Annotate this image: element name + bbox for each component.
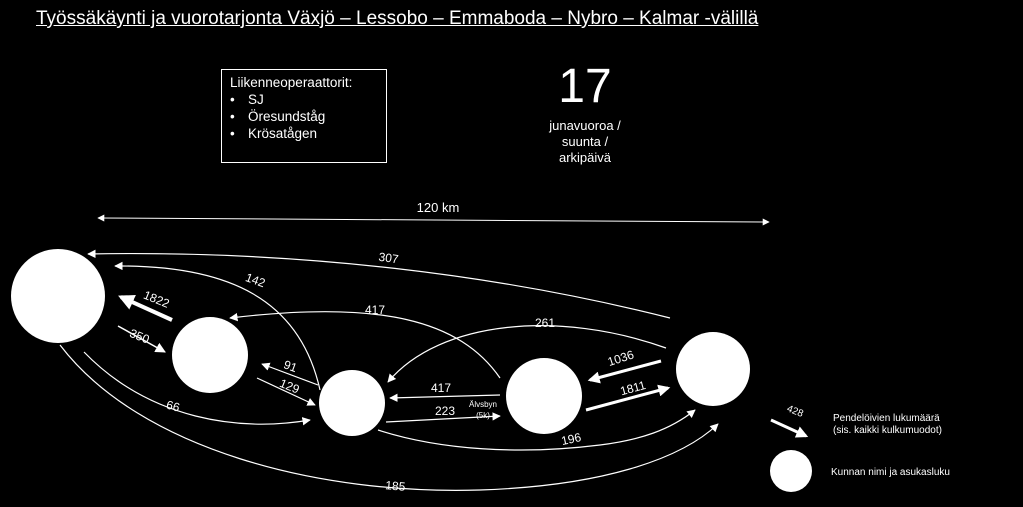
flow-arrow xyxy=(256,377,316,406)
legend-arrow-text: Pendelöivien lukumäärä xyxy=(833,413,940,424)
flow-arrow xyxy=(87,249,671,319)
flow-label: 129 xyxy=(278,376,302,397)
distance-arrow xyxy=(97,214,770,226)
flow-label: 1036 xyxy=(606,347,636,369)
operator-item: Krösatågen xyxy=(230,125,378,142)
flow-arrow xyxy=(229,311,501,379)
flow-arrow xyxy=(114,261,321,391)
flow-label: 223 xyxy=(435,404,455,418)
flow-label: 142 xyxy=(244,270,268,290)
train-frequency-number: 17 xyxy=(558,60,612,113)
operator-item: SJ xyxy=(230,91,378,108)
flow-arrow xyxy=(385,412,501,423)
operators-heading: Liikenneoperaattorit: xyxy=(230,75,353,90)
flow-label: 307 xyxy=(378,250,400,267)
flow-label: 350 xyxy=(128,326,152,347)
flow-label: 185 xyxy=(385,478,406,494)
diagram-title: Työssäkäynti ja vuorotarjonta Växjö – Le… xyxy=(36,8,759,29)
legend-arrow-text: (sis. kaikki kulkumuodot) xyxy=(833,425,942,436)
station-label-line2: (5k) xyxy=(476,411,490,420)
legend-circle xyxy=(770,450,812,492)
flow-label: 91 xyxy=(282,357,300,375)
frequency-unit-line: arkipäivä xyxy=(558,150,612,165)
frequency-unit-line: junavuoroa / xyxy=(549,118,621,133)
frequency-unit-line: suunta / xyxy=(561,134,609,149)
municipality-circle-vaxjo xyxy=(11,249,105,343)
flow-label: 417 xyxy=(365,303,385,317)
flow-arrow xyxy=(117,325,166,353)
train-frequency-unit: junavuoroa / suunta / arkipäivä xyxy=(525,118,645,166)
flow-arrow-thick xyxy=(585,384,671,412)
flow-label: 196 xyxy=(560,430,583,448)
legend-circle-text: Kunnan nimi ja asukasluku xyxy=(831,467,950,478)
legend-arrow-value: 428 xyxy=(785,403,805,420)
legend-arrow xyxy=(770,418,809,438)
operators-list: SJ Öresundståg Krösatågen xyxy=(230,91,378,142)
operator-item: Öresundståg xyxy=(230,108,378,125)
flow-arrow-thick xyxy=(118,294,173,322)
flow-label: 417 xyxy=(431,381,451,395)
operators-box: Liikenneoperaattorit: SJ Öresundståg Krö… xyxy=(221,69,387,163)
flow-arrow-thick xyxy=(587,359,662,384)
municipality-circle-lessebo xyxy=(319,370,385,436)
flow-label: 66 xyxy=(165,398,182,415)
municipality-circle-kalmar xyxy=(676,332,750,406)
municipality-circle-nybro xyxy=(506,358,582,434)
flow-arrow xyxy=(387,325,667,383)
flow-arrow xyxy=(261,362,319,386)
flow-arrow xyxy=(59,344,719,491)
flow-arrow xyxy=(377,409,696,451)
distance-label: 120 km xyxy=(417,200,460,215)
flow-label: 1811 xyxy=(619,378,648,398)
flow-label: 261 xyxy=(535,316,555,330)
flow-arrow xyxy=(389,393,501,402)
station-label-line1: Älvsbyn xyxy=(469,400,497,409)
flow-arrow xyxy=(83,351,311,426)
municipality-circle-alvesta xyxy=(172,317,248,393)
